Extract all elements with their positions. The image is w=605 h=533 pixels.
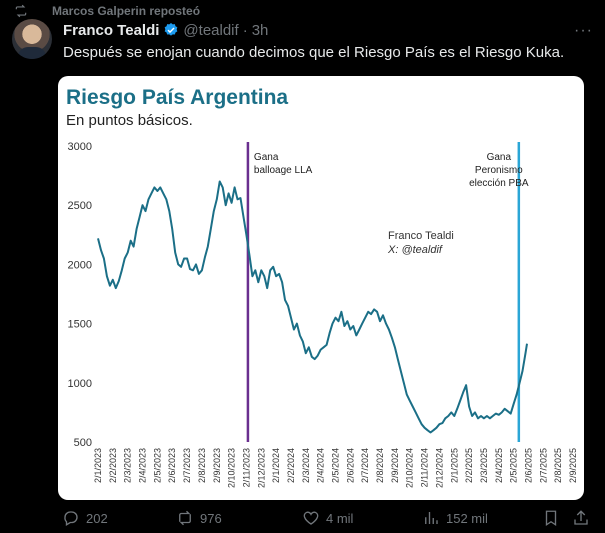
like-button[interactable]: 4 mil [302, 505, 353, 531]
chart-subtitle: En puntos básicos. [66, 112, 193, 129]
watermark-text: X: @tealdif [387, 244, 443, 256]
event-label: Gana [487, 152, 512, 163]
repost-count: 976 [200, 510, 222, 526]
y-tick-label: 3000 [68, 141, 92, 153]
x-tick-label: 2/2/2025 [464, 448, 474, 483]
x-tick-label: 2/4/2023 [138, 448, 148, 483]
chart-title: Riesgo País Argentina [66, 86, 288, 109]
share-icon [574, 510, 588, 525]
x-tick-label: 2/1/2024 [271, 448, 281, 483]
x-tick-label: 2/5/2024 [331, 448, 341, 483]
tweet-image[interactable]: Riesgo País Argentina En puntos básicos.… [58, 76, 584, 500]
repost-icon [15, 4, 27, 18]
x-tick-label: 2/4/2025 [494, 448, 504, 483]
timestamp[interactable]: 3h [251, 21, 269, 39]
y-tick-label: 500 [74, 437, 92, 449]
verified-icon [163, 22, 179, 38]
plot-area: Gana balloage LLA Gana Peronismo elección PB… [97, 142, 529, 442]
heart-icon [303, 511, 319, 525]
views-icon [425, 512, 438, 524]
x-tick-label: 2/9/2025 [568, 448, 578, 483]
y-tick-label: 2500 [68, 200, 92, 212]
chart: Riesgo País Argentina En puntos básicos.… [66, 86, 578, 488]
x-tick-label: 2/1/2023 [93, 448, 103, 483]
x-tick-label: 2/6/2023 [167, 448, 177, 483]
like-count: 4 mil [326, 510, 354, 526]
watermark-text: Franco Tealdi [388, 230, 454, 242]
x-tick-label: 2/9/2024 [390, 448, 400, 483]
y-tick-label: 1500 [68, 319, 92, 331]
author-name[interactable]: Franco Tealdi [63, 21, 160, 39]
views-button[interactable]: 152 mil [422, 505, 488, 531]
reply-count: 202 [86, 510, 108, 526]
x-tick-label: 2/10/2023 [227, 448, 237, 488]
repost-text: Marcos Galperin reposteó [52, 4, 201, 18]
x-tick-label: 2/11/2024 [420, 448, 430, 487]
reply-icon [64, 511, 78, 526]
x-tick-label: 2/6/2025 [523, 448, 533, 483]
bookmark-button[interactable] [542, 505, 566, 531]
x-tick-label: 2/8/2025 [553, 448, 563, 483]
y-tick-label: 2000 [68, 259, 92, 271]
x-tick-label: 2/8/2023 [197, 448, 207, 483]
x-tick-label: 2/2/2023 [108, 448, 118, 483]
x-tick-label: 2/3/2023 [123, 448, 133, 483]
bookmark-icon [545, 510, 557, 527]
x-tick-label: 2/2/2024 [286, 448, 296, 483]
action-bar: 202 976 4 mil 152 mil [0, 505, 605, 531]
separator-dot: · [242, 21, 248, 39]
x-tick-label: 2/5/2023 [152, 448, 162, 483]
share-button[interactable] [572, 505, 596, 531]
x-tick-label: 2/8/2024 [375, 448, 385, 483]
x-tick-label: 2/12/2024 [434, 448, 444, 488]
event-label: Peronismo [475, 165, 523, 176]
x-tick-label: 2/1/2025 [449, 448, 459, 483]
views-count: 152 mil [446, 510, 488, 526]
avatar[interactable] [12, 19, 52, 59]
tweet-header: Franco Tealdi @tealdif · 3h [63, 19, 268, 41]
x-tick-label: 2/5/2025 [509, 448, 519, 483]
x-tick-label: 2/12/2023 [256, 448, 266, 488]
x-tick-label: 2/7/2023 [182, 448, 192, 483]
x-tick-label: 2/7/2025 [538, 448, 548, 483]
repost-button[interactable]: 976 [176, 505, 222, 531]
axes: 500 1000 1500 2000 2500 3000 2/1/2023 2/2/2023 2… [68, 141, 578, 488]
repost-action-icon [179, 510, 191, 526]
x-tick-label: 2/4/2024 [316, 448, 326, 483]
x-tick-label: 2/6/2024 [345, 448, 355, 483]
series-line [97, 180, 528, 434]
x-tick-label: 2/3/2025 [479, 448, 489, 483]
x-tick-label: 2/11/2023 [241, 448, 251, 487]
x-tick-label: 2/3/2024 [301, 448, 311, 483]
author-handle[interactable]: @tealdif [183, 21, 239, 39]
repost-banner[interactable]: Marcos Galperin reposteó [15, 2, 201, 20]
reply-button[interactable]: 202 [62, 505, 108, 531]
x-tick-label: 2/9/2023 [212, 448, 222, 483]
more-options-icon[interactable]: ··· [574, 22, 593, 39]
tweet-text: Después se enojan cuando decimos que el … [63, 44, 565, 61]
event-label: balloage LLA [254, 165, 313, 176]
event-label: Gana [254, 152, 279, 163]
x-tick-label: 2/7/2024 [360, 448, 370, 483]
x-tick-label: 2/10/2024 [405, 448, 415, 488]
event-label: elección PBA [469, 178, 529, 189]
y-tick-label: 1000 [68, 378, 92, 390]
